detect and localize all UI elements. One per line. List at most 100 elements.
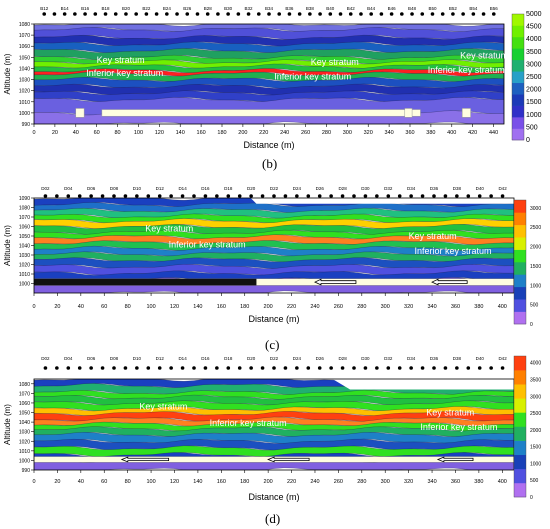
stratum-label: Inferior key stratum <box>414 246 491 256</box>
goaf-zone <box>101 109 421 117</box>
electrode-dot <box>83 12 87 16</box>
colorbar-segment <box>514 412 526 427</box>
electrode-dot <box>348 12 353 16</box>
goaf-zone <box>461 108 471 118</box>
electrode-dot <box>192 194 196 198</box>
colorbar-segment <box>514 237 526 250</box>
electrode-dot <box>500 194 505 198</box>
y-tick-label: 1000 <box>19 282 30 288</box>
resistivity-field <box>34 24 504 124</box>
colorbar-segment <box>514 426 526 441</box>
panel-c: Key stratum Key stratum Inferior key strat… <box>0 177 550 352</box>
electrode-dot <box>375 194 379 198</box>
colorbar-segment <box>514 398 526 413</box>
electrode-dot <box>317 194 322 198</box>
colorbar-segment <box>514 200 526 213</box>
electrode-dot <box>169 366 173 370</box>
x-tick-label: 100 <box>134 130 143 136</box>
borehole-label: D32 <box>384 186 393 191</box>
electrode-dot <box>363 194 368 198</box>
borehole-label: B34 <box>265 6 274 11</box>
electrode-dot <box>317 366 322 370</box>
y-tick-label: 1050 <box>19 55 30 61</box>
borehole-label: D10 <box>133 356 142 361</box>
electrode-dot <box>477 366 482 370</box>
colorbar-segment <box>512 14 524 26</box>
electrode-dot <box>236 12 241 16</box>
colorbar-tick-label: 500 <box>530 303 539 309</box>
electrode-dot <box>363 366 368 370</box>
colorbar-segment <box>514 454 526 470</box>
x-tick-label: 300 <box>381 304 390 310</box>
borehole-label: D20 <box>247 186 256 191</box>
colorbar-tick-label: 5000 <box>526 11 542 18</box>
y-tick-label: 1030 <box>19 253 30 259</box>
colorbar-segment <box>512 117 524 129</box>
y-tick-label: 1020 <box>19 439 30 445</box>
electrode-dot <box>112 194 116 198</box>
electrode-dot <box>157 194 162 198</box>
electrode-dot <box>397 366 402 370</box>
x-tick-label: 0 <box>32 479 35 485</box>
electrode-dot <box>205 12 210 16</box>
borehole-label: D16 <box>201 186 210 191</box>
x-tick-label: 180 <box>240 304 249 310</box>
electrode-dot <box>352 366 356 370</box>
electrode-dot <box>328 12 333 16</box>
electrode-dot <box>477 194 482 198</box>
colorbar-tick-label: 2000 <box>530 245 541 251</box>
borehole-label: D06 <box>87 356 96 361</box>
borehole-label: B28 <box>204 6 213 11</box>
x-axis-title: Distance (m) <box>243 140 294 150</box>
electrode-dot <box>134 12 138 16</box>
electrode-dot <box>55 194 59 198</box>
x-tick-label: 360 <box>451 304 460 310</box>
borehole-label: D38 <box>453 356 462 361</box>
electrode-dot <box>409 366 413 370</box>
y-axis-title: Altitude (m) <box>3 404 12 445</box>
x-tick-label: 320 <box>404 479 413 485</box>
y-tick-label: 1000 <box>19 111 30 117</box>
electrode-dot <box>308 12 312 16</box>
electrode-dot <box>409 194 413 198</box>
electrode-dot <box>283 366 288 370</box>
borehole-label: D36 <box>430 186 439 191</box>
x-tick-label: 60 <box>94 130 100 136</box>
advance-arrow <box>431 278 468 286</box>
x-tick-label: 320 <box>364 130 373 136</box>
colorbar-segment <box>514 384 526 399</box>
borehole-label: D26 <box>316 186 325 191</box>
electrode-dot <box>277 12 282 16</box>
x-tick-label: 40 <box>78 479 84 485</box>
colorbar-tick-label: 4500 <box>526 24 542 31</box>
x-tick-label: 360 <box>451 479 460 485</box>
electrode-dot <box>226 366 231 370</box>
x-tick-label: 240 <box>310 479 319 485</box>
x-axis-title: Distance (m) <box>248 314 299 324</box>
colorbar-segment <box>512 25 524 38</box>
x-tick-label: 60 <box>101 479 107 485</box>
no-data-region <box>250 198 514 204</box>
electrode-dot <box>359 12 363 16</box>
colorbar-segment <box>512 59 524 72</box>
electrode-dot <box>466 366 471 370</box>
borehole-label: D42 <box>498 186 507 191</box>
colorbar-segment <box>514 482 526 498</box>
stratum-label: Inferior key stratum <box>420 422 497 432</box>
electrode-dot <box>100 194 105 198</box>
electrode-dot <box>340 194 345 198</box>
electrode-dot <box>260 366 265 370</box>
resistivity-band <box>34 224 514 235</box>
electrode-dot <box>267 12 271 16</box>
electrode-dot <box>466 194 471 198</box>
x-tick-label: 320 <box>404 304 413 310</box>
electrode-dot <box>329 366 333 370</box>
x-tick-label: 360 <box>405 130 414 136</box>
borehole-label: B26 <box>183 6 192 11</box>
resistivity-band <box>34 400 514 412</box>
x-tick-label: 260 <box>334 479 343 485</box>
y-tick-label: 1010 <box>19 449 30 455</box>
borehole-label: D24 <box>293 356 302 361</box>
electrode-dot <box>329 194 333 198</box>
x-tick-label: 440 <box>489 130 498 136</box>
